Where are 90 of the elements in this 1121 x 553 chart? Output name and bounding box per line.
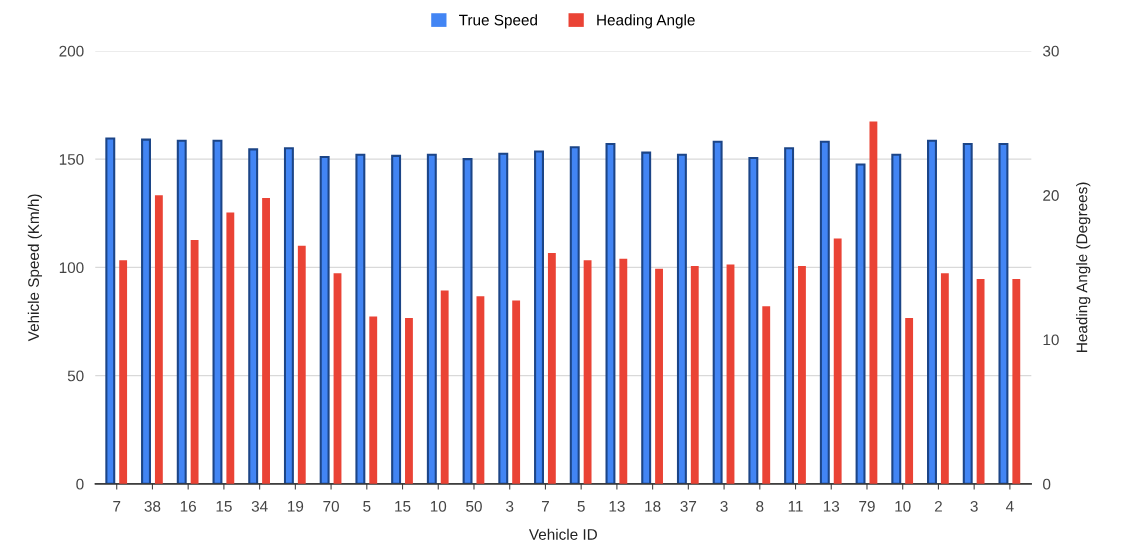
bar bbox=[248, 148, 259, 484]
bar bbox=[962, 142, 973, 484]
bar bbox=[976, 278, 985, 484]
bar bbox=[819, 140, 830, 484]
x-tick-label: 79 bbox=[859, 500, 875, 512]
bar bbox=[655, 268, 663, 484]
bar bbox=[940, 273, 949, 484]
x-tick-label: 15 bbox=[216, 501, 232, 512]
bar bbox=[297, 245, 306, 484]
bar bbox=[440, 290, 449, 484]
x-tick-label: 38 bbox=[144, 500, 161, 512]
bar bbox=[905, 317, 914, 484]
bar bbox=[927, 139, 937, 484]
bar bbox=[319, 155, 330, 484]
x-tick-label: 2 bbox=[934, 500, 942, 512]
bar bbox=[369, 316, 378, 484]
y2-axis-title: Heading Angle (Degrees) bbox=[1076, 182, 1091, 352]
x-tick-label: 15 bbox=[395, 501, 411, 512]
bar bbox=[141, 138, 151, 484]
bar bbox=[154, 195, 163, 484]
y2-tick-label: 10 bbox=[1043, 334, 1059, 346]
y-tick-label: 0 bbox=[76, 478, 84, 490]
bar bbox=[762, 306, 771, 484]
x-tick-label: 34 bbox=[251, 500, 268, 512]
y-tick-label: 100 bbox=[59, 262, 84, 274]
bar bbox=[855, 163, 866, 484]
bar bbox=[569, 146, 580, 484]
bar bbox=[891, 153, 902, 484]
x-tick-label: 18 bbox=[645, 500, 661, 512]
bar bbox=[583, 260, 592, 484]
bar bbox=[176, 139, 187, 484]
bar bbox=[798, 265, 806, 484]
bar bbox=[690, 265, 699, 484]
x-tick-label: 5 bbox=[363, 501, 371, 512]
x-axis-title: Vehicle ID bbox=[528, 528, 597, 540]
bar bbox=[462, 158, 473, 484]
y2-tick-label: 20 bbox=[1043, 190, 1059, 201]
bar bbox=[105, 137, 116, 484]
bar bbox=[512, 300, 521, 484]
bar bbox=[212, 139, 223, 484]
bar bbox=[833, 238, 842, 484]
bar bbox=[405, 317, 413, 484]
x-tick-label: 7 bbox=[541, 501, 549, 512]
bar bbox=[498, 152, 509, 484]
bar bbox=[534, 150, 544, 484]
bar bbox=[998, 142, 1009, 484]
y-axis-title: Vehicle Speed (Km/h) bbox=[27, 194, 43, 342]
x-tick-label: 19 bbox=[288, 500, 304, 512]
bar bbox=[262, 198, 270, 484]
bar bbox=[748, 157, 759, 484]
bar bbox=[1012, 278, 1021, 484]
x-tick-label: 8 bbox=[756, 500, 764, 512]
x-tick-label: 13 bbox=[823, 500, 840, 512]
x-tick-label: 3 bbox=[720, 500, 728, 512]
y2-tick-label: 0 bbox=[1043, 478, 1051, 490]
x-tick-label: 37 bbox=[680, 500, 697, 512]
bar bbox=[869, 121, 878, 484]
x-tick-label: 11 bbox=[788, 501, 803, 512]
y-tick-label: 50 bbox=[67, 370, 84, 382]
x-tick-label: 5 bbox=[577, 501, 585, 512]
x-tick-label: 3 bbox=[970, 500, 978, 512]
bar bbox=[355, 153, 366, 484]
x-tick-label: 3 bbox=[506, 500, 514, 512]
x-tick-label: 7 bbox=[113, 501, 121, 512]
bar bbox=[226, 212, 235, 484]
y2-tick-label: 30 bbox=[1043, 45, 1059, 57]
bar bbox=[641, 151, 652, 484]
bar bbox=[712, 140, 723, 484]
bar bbox=[676, 153, 687, 484]
legend-label: Heading Angle bbox=[597, 14, 695, 29]
bar bbox=[391, 154, 402, 484]
bar bbox=[283, 147, 294, 484]
bar bbox=[547, 252, 556, 484]
x-tick-label: 16 bbox=[180, 500, 196, 512]
x-tick-label: 50 bbox=[466, 500, 482, 512]
x-tick-label: 10 bbox=[430, 500, 447, 512]
bar bbox=[476, 296, 485, 484]
bar bbox=[190, 239, 199, 484]
y-tick-label: 200 bbox=[59, 45, 84, 57]
bar bbox=[426, 153, 437, 484]
x-tick-label: 13 bbox=[609, 500, 625, 512]
x-tick-label: 70 bbox=[323, 500, 339, 512]
bar bbox=[619, 258, 628, 484]
bar bbox=[784, 147, 795, 484]
legend-label: True Speed bbox=[459, 14, 537, 29]
bar bbox=[605, 142, 616, 484]
bar bbox=[119, 260, 128, 484]
y-tick-label: 150 bbox=[59, 153, 84, 165]
x-tick-label: 4 bbox=[1005, 501, 1014, 512]
x-tick-label: 10 bbox=[895, 500, 911, 512]
